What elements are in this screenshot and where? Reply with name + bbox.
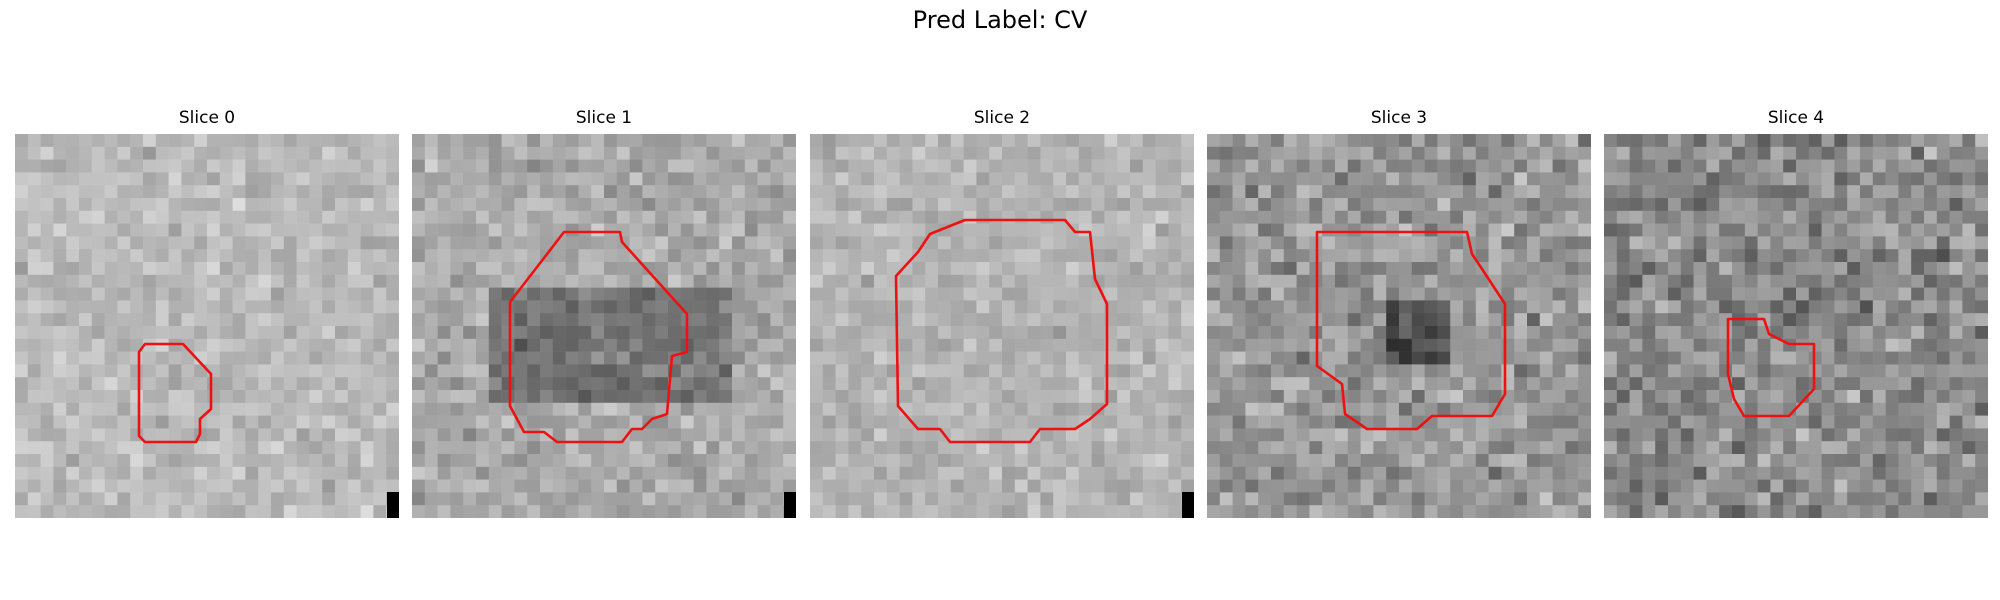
slice-image-4 — [1604, 134, 1988, 518]
slice-title: Slice 4 — [1767, 108, 1825, 128]
scale-marker — [1182, 492, 1194, 518]
scale-marker — [387, 492, 399, 518]
slice-title: Slice 1 — [575, 108, 633, 128]
roi-contour — [894, 218, 1109, 444]
figure-title: Pred Label: CV — [912, 6, 1088, 34]
slice-image-1 — [412, 134, 796, 518]
slice-image-0 — [15, 134, 399, 518]
slice-pixels — [412, 134, 796, 518]
slice-pixels — [1207, 134, 1591, 518]
roi-contour — [508, 230, 689, 444]
slice-title: Slice 3 — [1370, 108, 1428, 128]
roi-contour — [1315, 230, 1507, 431]
slice-image-3 — [1207, 134, 1591, 518]
slice-pixels — [810, 134, 1194, 518]
slice-title: Slice 0 — [178, 108, 236, 128]
slice-pixels — [15, 134, 399, 518]
slice-title: Slice 2 — [973, 108, 1031, 128]
slice-pixels — [1604, 134, 1988, 518]
scale-marker — [784, 492, 796, 518]
roi-contour — [137, 342, 213, 444]
slice-image-2 — [810, 134, 1194, 518]
roi-contour — [1726, 317, 1816, 418]
